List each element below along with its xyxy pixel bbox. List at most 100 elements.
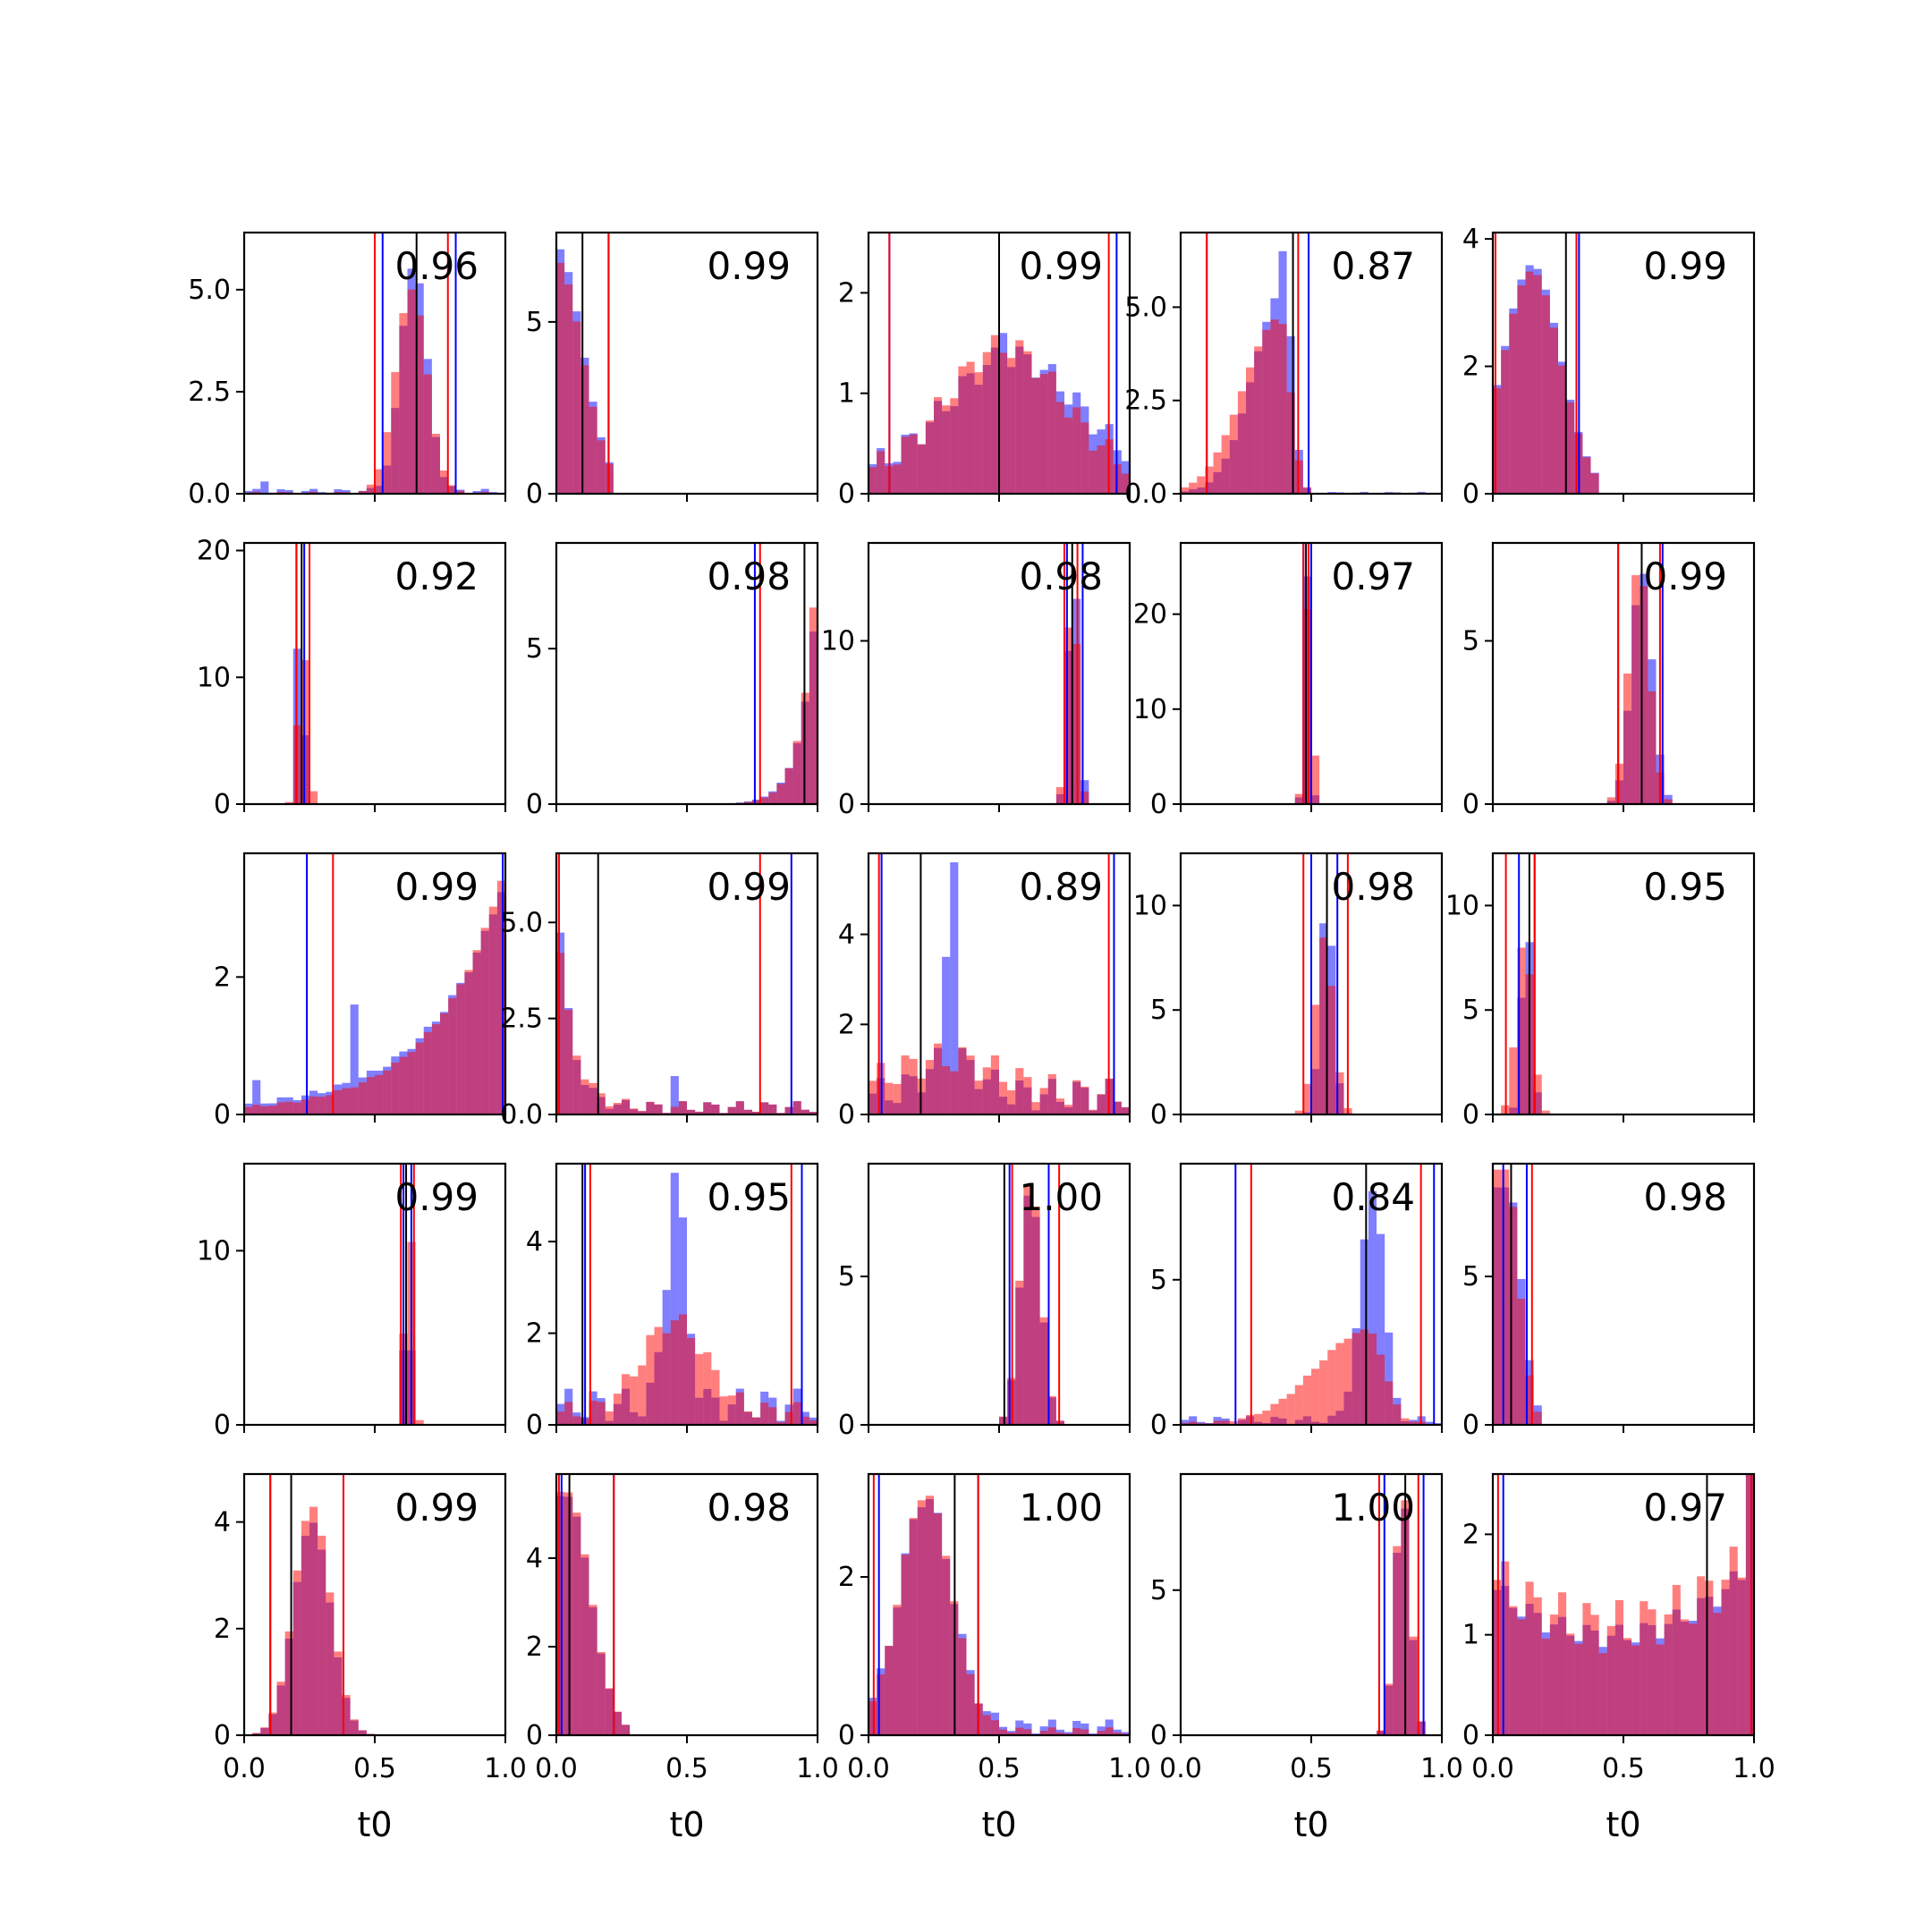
red-bar bbox=[572, 1055, 581, 1114]
red-bar bbox=[423, 1031, 432, 1114]
red-bar bbox=[1294, 1385, 1303, 1425]
red-bar bbox=[646, 1101, 655, 1114]
red-bar bbox=[423, 374, 432, 494]
red-bar bbox=[1294, 1110, 1303, 1114]
y-tick-label: 0.0 bbox=[188, 479, 231, 510]
subplot-4-1: 0 10 0.99 bbox=[197, 1162, 507, 1441]
red-bar bbox=[1294, 793, 1303, 804]
red-bar bbox=[1270, 319, 1279, 494]
correlation-label: 0.99 bbox=[1019, 244, 1103, 288]
red-bar bbox=[784, 768, 793, 804]
red-bar bbox=[1055, 1420, 1064, 1425]
red-bar bbox=[654, 1326, 663, 1425]
red-bar bbox=[572, 1416, 581, 1425]
red-bar bbox=[1533, 1411, 1542, 1425]
red-bar bbox=[999, 1729, 1008, 1735]
red-bar bbox=[597, 1402, 606, 1425]
correlation-label: 0.98 bbox=[1331, 865, 1415, 909]
red-bar bbox=[925, 1496, 934, 1735]
red-bar bbox=[1574, 1643, 1583, 1735]
x-tick-label: 0.5 bbox=[1602, 1753, 1645, 1784]
red-bar bbox=[1640, 1601, 1648, 1735]
correlation-label: 0.98 bbox=[707, 555, 791, 598]
histogram-bars bbox=[869, 1496, 1130, 1735]
red-bar bbox=[472, 950, 481, 1114]
red-bar bbox=[801, 1109, 809, 1114]
red-bar bbox=[622, 1724, 631, 1735]
y-tick-label: 5.0 bbox=[188, 275, 231, 306]
y-tick-label: 0 bbox=[526, 1410, 543, 1441]
red-bar bbox=[1015, 340, 1024, 494]
red-bar bbox=[1335, 1343, 1344, 1425]
blue-bar bbox=[1189, 1416, 1198, 1425]
red-bar bbox=[925, 1060, 934, 1114]
red-bar bbox=[589, 406, 597, 494]
y-tick-label: 0.0 bbox=[500, 1099, 543, 1131]
red-bar bbox=[1221, 435, 1230, 494]
red-bar bbox=[1270, 1403, 1279, 1425]
red-bar bbox=[1656, 1644, 1665, 1735]
y-tick-label: 2 bbox=[1462, 1519, 1479, 1550]
subplot-3-4: 0 5 10 0.98 bbox=[1133, 852, 1444, 1131]
correlation-label: 0.99 bbox=[394, 1486, 479, 1530]
red-bar bbox=[760, 1102, 769, 1114]
red-bar bbox=[776, 784, 785, 804]
blue-bar bbox=[1377, 1233, 1385, 1425]
subplot-4-3: 051.00 bbox=[838, 1162, 1131, 1441]
red-bar bbox=[1745, 1474, 1754, 1735]
correlation-label: 0.99 bbox=[1643, 555, 1727, 598]
red-bar bbox=[990, 1720, 999, 1735]
blue-bar bbox=[472, 490, 481, 494]
y-tick-label: 0 bbox=[526, 789, 543, 820]
red-bar bbox=[974, 1080, 983, 1114]
y-tick-label: 0 bbox=[1150, 789, 1167, 820]
y-tick-label: 10 bbox=[821, 626, 855, 657]
histogram-bars bbox=[556, 249, 614, 494]
y-tick-label: 5.0 bbox=[500, 907, 543, 938]
red-bar bbox=[572, 1513, 581, 1735]
red-bar bbox=[1501, 1561, 1510, 1735]
y-tick-label: 5 bbox=[838, 1261, 855, 1292]
x-tick-label: 0.5 bbox=[978, 1753, 1021, 1784]
x-axis-label: t0 bbox=[357, 1805, 392, 1844]
red-bar bbox=[999, 1081, 1008, 1114]
blue-bar bbox=[284, 490, 293, 494]
red-bar bbox=[284, 801, 293, 804]
subplot-4-5: 050.98 bbox=[1462, 1162, 1756, 1441]
red-bar bbox=[662, 1333, 671, 1425]
blue-bar bbox=[334, 489, 343, 494]
histogram-bars bbox=[1493, 1169, 1542, 1425]
red-bar bbox=[1047, 1395, 1056, 1425]
red-bar bbox=[580, 365, 589, 494]
red-bar bbox=[1031, 1206, 1040, 1425]
red-bar bbox=[342, 1088, 351, 1114]
red-bar bbox=[605, 1106, 614, 1114]
red-bar bbox=[1737, 1577, 1746, 1735]
red-bar bbox=[334, 1089, 343, 1114]
red-bar bbox=[1385, 1381, 1394, 1425]
red-bar bbox=[1343, 1338, 1352, 1425]
red-bar bbox=[292, 1102, 301, 1114]
red-bar bbox=[934, 1043, 943, 1114]
red-bar bbox=[1509, 1606, 1518, 1735]
histogram-bars bbox=[391, 1241, 432, 1425]
red-bar bbox=[942, 1555, 951, 1735]
correlation-label: 0.98 bbox=[707, 1486, 791, 1530]
red-bar bbox=[556, 1411, 565, 1425]
y-tick-label: 0 bbox=[1150, 1720, 1167, 1751]
red-bar bbox=[1327, 986, 1336, 1114]
histogram-bars bbox=[1493, 265, 1599, 494]
red-bar bbox=[366, 484, 375, 494]
red-bar bbox=[1368, 1333, 1377, 1425]
red-bar bbox=[727, 1395, 736, 1425]
red-bar bbox=[1007, 358, 1016, 494]
y-tick-label: 0 bbox=[214, 1410, 231, 1441]
red-bar bbox=[1039, 1731, 1048, 1735]
correlation-label: 0.97 bbox=[1643, 1486, 1727, 1530]
red-bar bbox=[1509, 1207, 1518, 1425]
red-bar bbox=[646, 1335, 655, 1425]
histogram-bars bbox=[1493, 1474, 1754, 1735]
y-tick-label: 0 bbox=[214, 1720, 231, 1751]
correlation-label: 0.96 bbox=[394, 244, 479, 288]
red-bar bbox=[1072, 1080, 1081, 1114]
